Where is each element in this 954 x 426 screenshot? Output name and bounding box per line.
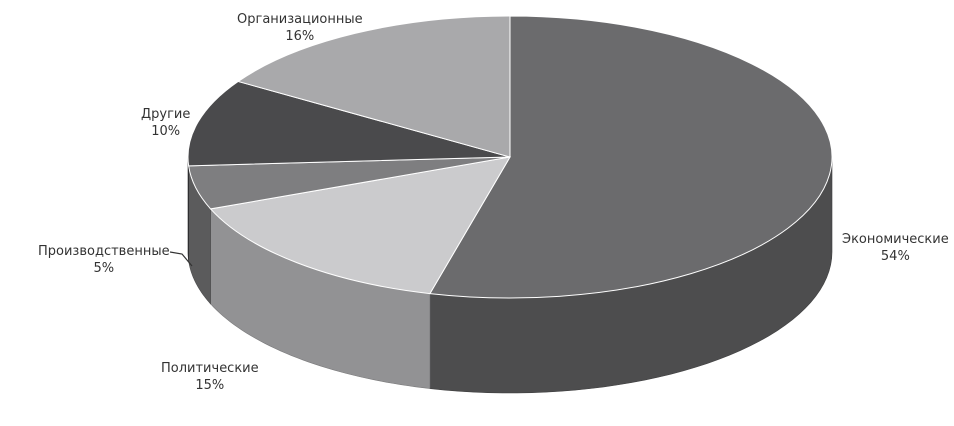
label-productive-value: 5% xyxy=(93,261,115,276)
label-political-name: Политические xyxy=(161,361,259,376)
slice-side-3-0 xyxy=(187,157,189,261)
pie-sides xyxy=(187,156,833,394)
label-political-value: 15% xyxy=(195,378,225,393)
label-productive-name: Производственные xyxy=(38,244,170,259)
slice-top-1 xyxy=(209,156,511,295)
slice-top-4 xyxy=(236,15,511,158)
label-economic-name: Экономические xyxy=(842,232,949,247)
pie-tops xyxy=(187,15,833,299)
label-organizational-value: 16% xyxy=(285,29,315,44)
label-other: Другие 10% xyxy=(141,106,190,140)
slice-top-3 xyxy=(187,80,511,167)
label-economic-value: 54% xyxy=(880,249,910,264)
label-other-name: Другие xyxy=(141,107,191,122)
leader-line-productive xyxy=(169,251,193,267)
label-political: Политические 15% xyxy=(161,360,259,394)
label-economic: Экономические 54% xyxy=(842,231,949,265)
label-other-value: 10% xyxy=(151,124,181,139)
label-productive: Производственные 5% xyxy=(38,243,170,277)
label-organizational: Организационные 16% xyxy=(237,11,363,45)
slice-top-0 xyxy=(429,15,833,299)
label-organizational-name: Организационные xyxy=(237,12,363,27)
